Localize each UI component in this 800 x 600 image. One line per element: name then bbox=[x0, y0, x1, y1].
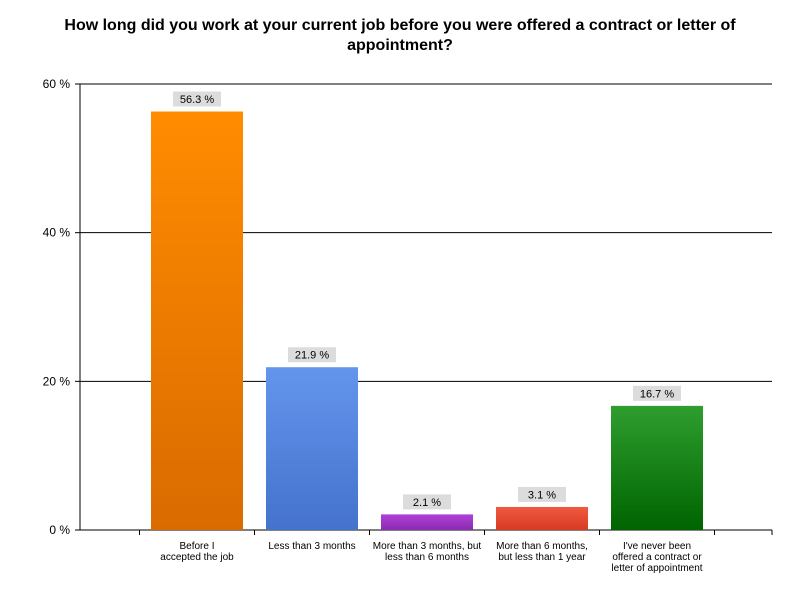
category-label: offered a contract or bbox=[612, 552, 702, 563]
bar bbox=[496, 506, 588, 530]
category-label: More than 6 months, bbox=[496, 541, 588, 552]
y-tick-label: 0 % bbox=[49, 523, 70, 537]
bars bbox=[151, 111, 703, 531]
data-label: 16.7 % bbox=[640, 388, 674, 400]
data-label: 2.1 % bbox=[413, 497, 441, 509]
category-label: Less than 3 months bbox=[268, 541, 355, 552]
y-tick-label: 60 % bbox=[43, 77, 71, 91]
category-label: I've never been bbox=[623, 541, 691, 552]
y-tick-label: 20 % bbox=[43, 374, 71, 388]
chart-title: How long did you work at your current jo… bbox=[64, 17, 736, 54]
category-label: less than 6 months bbox=[385, 552, 469, 563]
category-label: letter of appointment bbox=[611, 563, 702, 574]
category-label: Before I bbox=[179, 541, 214, 552]
category-label: but less than 1 year bbox=[498, 552, 586, 563]
data-label-bg bbox=[633, 385, 681, 401]
bar bbox=[266, 367, 358, 530]
data-label: 21.9 % bbox=[295, 350, 329, 362]
data-label-bg bbox=[403, 494, 451, 510]
bar bbox=[611, 405, 703, 530]
data-label-bg bbox=[173, 91, 221, 107]
bar bbox=[381, 514, 473, 530]
data-label-bg bbox=[518, 486, 566, 502]
data-label: 3.1 % bbox=[528, 489, 556, 501]
y-tick-label: 40 % bbox=[43, 226, 71, 240]
bar bbox=[151, 111, 243, 531]
data-label-bg bbox=[288, 347, 336, 363]
category-label: More than 3 months, but bbox=[373, 541, 482, 552]
category-label: accepted the job bbox=[160, 552, 234, 563]
data-label: 56.3 % bbox=[180, 94, 214, 106]
